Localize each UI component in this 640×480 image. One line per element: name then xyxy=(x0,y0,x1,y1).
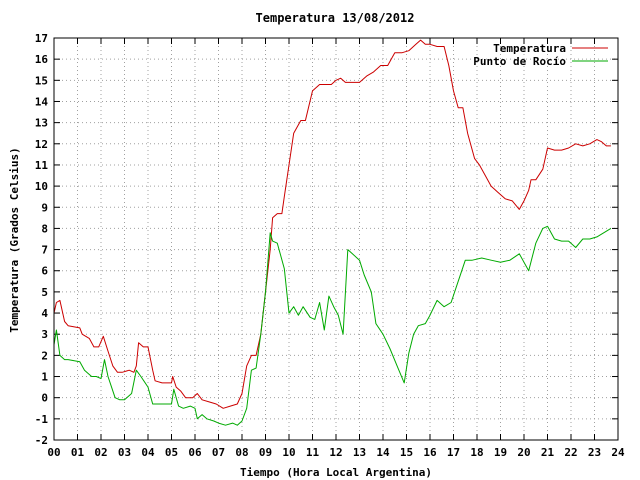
x-tick-label: 02 xyxy=(94,446,107,459)
y-tick-label: 7 xyxy=(41,244,48,257)
y-tick-label: 9 xyxy=(41,201,48,214)
x-tick-label: 01 xyxy=(71,446,85,459)
y-tick-label: 15 xyxy=(35,74,48,87)
y-tick-label: 4 xyxy=(41,307,48,320)
x-tick-label: 08 xyxy=(235,446,248,459)
x-tick-label: 19 xyxy=(494,446,507,459)
x-tick-label: 00 xyxy=(47,446,60,459)
x-tick-label: 04 xyxy=(141,446,155,459)
y-tick-label: 17 xyxy=(35,32,48,45)
x-tick-label: 14 xyxy=(376,446,390,459)
y-axis-label: Temperatura (Grados Celsius) xyxy=(8,147,21,332)
x-axis-label: Tiempo (Hora Local Argentina) xyxy=(240,466,432,479)
legend-label-punto-rocio: Punto de Rocío xyxy=(473,55,566,68)
grid xyxy=(54,38,618,440)
plot-frame xyxy=(53,37,619,441)
series-group xyxy=(53,39,612,426)
x-tick-label: 07 xyxy=(212,446,225,459)
y-tick-label: -2 xyxy=(35,434,48,447)
y-tick-label: 12 xyxy=(35,138,48,151)
x-tick-label: 23 xyxy=(588,446,601,459)
series-temperatura-line xyxy=(53,39,611,409)
series-punto-rocio-line xyxy=(53,225,612,426)
x-tick-label: 18 xyxy=(470,446,483,459)
x-tick-label: 21 xyxy=(541,446,555,459)
y-tick-label: 1 xyxy=(41,371,48,384)
y-tick-label: 3 xyxy=(41,328,48,341)
x-tick-label: 13 xyxy=(353,446,366,459)
x-tick-label: 06 xyxy=(188,446,202,459)
y-tick-label: 11 xyxy=(35,159,49,172)
x-tick-label: 09 xyxy=(259,446,272,459)
x-tick-label: 05 xyxy=(165,446,178,459)
chart-title: Temperatura 13/08/2012 xyxy=(256,11,415,25)
y-tick-label: 2 xyxy=(41,349,48,362)
y-tick-label: 16 xyxy=(35,53,49,66)
x-tick-label: 03 xyxy=(118,446,131,459)
x-tick-label: 16 xyxy=(423,446,437,459)
y-tick-label: -1 xyxy=(35,413,49,426)
x-axis: 00 01 02 03 04 05 06 07 08 09 10 11 12 13 14 15 16 17 18 19… xyxy=(47,38,625,459)
x-tick-label: 10 xyxy=(282,446,295,459)
y-tick-label: 5 xyxy=(41,286,48,299)
y-tick-label: 0 xyxy=(41,392,48,405)
legend-label-temperatura: Temperatura xyxy=(493,42,566,55)
x-tick-label: 20 xyxy=(517,446,530,459)
x-tick-label: 12 xyxy=(329,446,342,459)
x-tick-label: 11 xyxy=(306,446,320,459)
x-tick-label: 17 xyxy=(447,446,460,459)
x-tick-label: 22 xyxy=(564,446,577,459)
x-tick-label: 15 xyxy=(400,446,413,459)
x-tick-label: 24 xyxy=(611,446,625,459)
y-tick-label: 13 xyxy=(35,117,48,130)
legend: Temperatura Punto de Rocío xyxy=(473,42,608,68)
y-tick-label: 8 xyxy=(41,222,48,235)
y-tick-label: 10 xyxy=(35,180,48,193)
y-tick-label: 14 xyxy=(35,95,49,108)
y-tick-label: 6 xyxy=(41,265,48,278)
